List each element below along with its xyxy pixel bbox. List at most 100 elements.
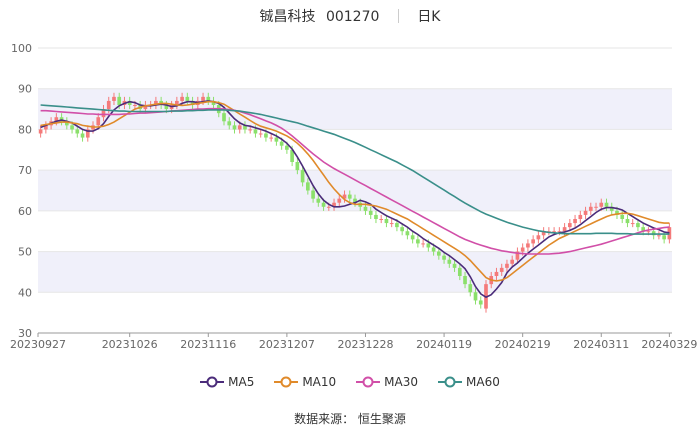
candle-body bbox=[363, 206, 368, 211]
candle-body bbox=[274, 137, 279, 142]
candle-body bbox=[437, 251, 441, 256]
legend-item-ma60[interactable]: MA60 bbox=[438, 375, 500, 389]
candle-body bbox=[101, 109, 106, 118]
candle-body bbox=[44, 125, 48, 130]
candle-body bbox=[306, 182, 310, 191]
candle-body bbox=[59, 117, 64, 122]
legend-marker-icon bbox=[274, 376, 299, 388]
candle-body bbox=[562, 227, 567, 232]
candle-body bbox=[38, 129, 43, 134]
candle-body bbox=[531, 239, 535, 244]
candle-body bbox=[300, 170, 305, 183]
legend-marker-icon bbox=[200, 376, 225, 388]
candle-body bbox=[64, 121, 69, 126]
candle-body bbox=[452, 263, 457, 268]
candle-body bbox=[615, 210, 619, 215]
candle-body bbox=[85, 129, 90, 138]
candle-body bbox=[106, 100, 111, 110]
candle-body bbox=[175, 100, 179, 105]
candle-body bbox=[499, 267, 504, 272]
series-line-ma60 bbox=[40, 104, 670, 235]
candle-body bbox=[630, 223, 635, 225]
candle-body bbox=[285, 145, 289, 150]
candle-body bbox=[70, 125, 74, 130]
candle-body bbox=[410, 235, 415, 240]
x-tick-label: 20231207 bbox=[259, 338, 315, 351]
candle-body bbox=[227, 121, 232, 126]
candle-body bbox=[541, 231, 546, 236]
candle-body bbox=[426, 243, 431, 248]
candle-body bbox=[641, 227, 646, 232]
candle-body bbox=[468, 284, 473, 293]
legend-marker-icon bbox=[438, 376, 463, 388]
candle-body bbox=[478, 300, 483, 305]
candle-body bbox=[405, 231, 410, 236]
candle-body bbox=[237, 125, 242, 130]
candle-body bbox=[625, 219, 630, 224]
candle-body bbox=[295, 162, 300, 171]
candle-body bbox=[609, 206, 614, 211]
candle-body bbox=[567, 223, 572, 228]
x-tick-label: 20230927 bbox=[10, 338, 66, 351]
candle-body bbox=[494, 271, 499, 276]
legend-item-ma5[interactable]: MA5 bbox=[200, 375, 254, 389]
candle-body bbox=[667, 227, 672, 240]
candle-body bbox=[395, 223, 399, 228]
candle-body bbox=[520, 247, 525, 252]
grid-band bbox=[38, 251, 672, 293]
legend-label: MA30 bbox=[384, 375, 419, 389]
stock-code: 001270 bbox=[325, 9, 380, 25]
candle-body bbox=[442, 255, 446, 260]
candle-body bbox=[316, 198, 321, 203]
y-tick-label: 80 bbox=[18, 123, 32, 136]
candle-body bbox=[526, 243, 530, 248]
candle-body bbox=[321, 202, 326, 207]
legend-label: MA10 bbox=[302, 375, 337, 389]
candle-body bbox=[374, 214, 378, 219]
y-tick-label: 100 bbox=[11, 42, 32, 55]
candle-body bbox=[620, 214, 625, 219]
candle-body bbox=[599, 202, 604, 207]
candle-body bbox=[588, 206, 593, 211]
candle-body bbox=[347, 194, 352, 199]
candle-body bbox=[243, 125, 247, 130]
x-tick-label: 20231228 bbox=[337, 338, 393, 351]
candle-body bbox=[510, 259, 515, 264]
y-tick-label: 70 bbox=[18, 164, 32, 177]
chart-legend: MA5 MA10 MA30 MA60 bbox=[0, 375, 700, 391]
candle-body bbox=[662, 235, 666, 240]
legend-item-ma10[interactable]: MA10 bbox=[274, 375, 336, 389]
candle-body bbox=[133, 105, 137, 106]
candle-body bbox=[552, 231, 556, 233]
candle-body bbox=[112, 96, 116, 101]
candle-body bbox=[326, 206, 331, 208]
candle-body bbox=[515, 251, 520, 260]
candle-body bbox=[604, 202, 609, 207]
grid-band bbox=[38, 88, 672, 130]
y-tick-label: 50 bbox=[18, 246, 32, 259]
candle-body bbox=[80, 133, 85, 138]
candle-body bbox=[180, 96, 184, 101]
candle-body bbox=[269, 137, 273, 139]
candle-body bbox=[54, 117, 59, 122]
candle-body bbox=[636, 223, 640, 228]
candle-body bbox=[232, 125, 237, 130]
candle-body bbox=[253, 129, 258, 134]
candle-body bbox=[342, 194, 347, 199]
candle-body bbox=[505, 263, 509, 268]
candle-body bbox=[258, 133, 263, 135]
y-tick-label: 40 bbox=[18, 286, 32, 299]
x-tick-label: 20240329 bbox=[641, 338, 697, 351]
x-tick-label: 20240311 bbox=[573, 338, 629, 351]
candle-body bbox=[573, 219, 577, 224]
candle-body bbox=[463, 276, 467, 285]
candle-body bbox=[154, 100, 158, 105]
candle-body bbox=[279, 141, 284, 146]
legend-item-ma30[interactable]: MA30 bbox=[356, 375, 418, 389]
candle-body bbox=[222, 113, 226, 122]
candle-body bbox=[337, 198, 342, 203]
legend-label: MA5 bbox=[228, 375, 255, 389]
candle-body bbox=[447, 259, 452, 264]
candle-body bbox=[75, 129, 80, 134]
